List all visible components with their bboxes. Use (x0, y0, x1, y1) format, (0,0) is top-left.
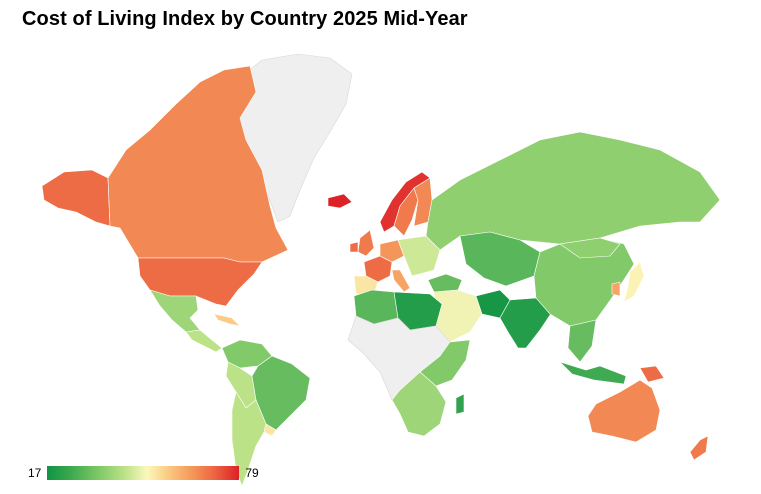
legend-min-label: 17 (28, 466, 42, 480)
region-new-zealand[interactable]: New Zealand (689, 435, 709, 461)
region-iberia[interactable]: Spain & Portugal (353, 275, 379, 295)
region-southern-africa[interactable]: Southern Africa (391, 371, 447, 437)
region-south-korea[interactable]: South Korea (611, 281, 621, 297)
region-russia[interactable]: Russia (425, 131, 721, 251)
region-papua-new-guinea[interactable]: Papua New Guinea (639, 365, 665, 383)
region-turkey[interactable]: Turkey (427, 273, 463, 293)
legend-gradient-bar (47, 466, 240, 480)
region-madagascar[interactable]: Madagascar (455, 393, 465, 415)
region-mexico[interactable]: Mexico (149, 289, 201, 333)
region-ireland[interactable]: Ireland (349, 241, 359, 253)
region-indonesia[interactable]: Indonesia (559, 361, 627, 385)
region-southeast-asia[interactable]: Southeast Asia (567, 319, 597, 363)
region-mongolia[interactable]: Mongolia (559, 237, 621, 259)
map-title: Cost of Living Index by Country 2025 Mid… (22, 8, 468, 30)
region-china[interactable]: China (533, 237, 635, 327)
region-italy[interactable]: Italy (391, 269, 411, 293)
region-australia[interactable]: Australia (587, 379, 661, 443)
region-united-kingdom[interactable]: United Kingdom (357, 229, 375, 257)
region-alaska[interactable]: Alaska (United States) (41, 169, 111, 227)
color-legend: 17 79 (28, 466, 259, 480)
region-india[interactable]: India (499, 297, 553, 349)
legend-max-label: 79 (245, 466, 259, 480)
region-iceland[interactable]: Iceland (327, 193, 353, 209)
region-brazil[interactable]: Brazil (251, 355, 311, 431)
region-argentina-chile[interactable]: Argentina & Chile (231, 391, 267, 487)
region-central-america[interactable]: Central America (185, 329, 223, 353)
region-caribbean[interactable]: Cuba & Caribbean (213, 313, 241, 327)
region-japan[interactable]: Japan (623, 261, 645, 303)
region-germany[interactable]: Germany (379, 239, 405, 263)
